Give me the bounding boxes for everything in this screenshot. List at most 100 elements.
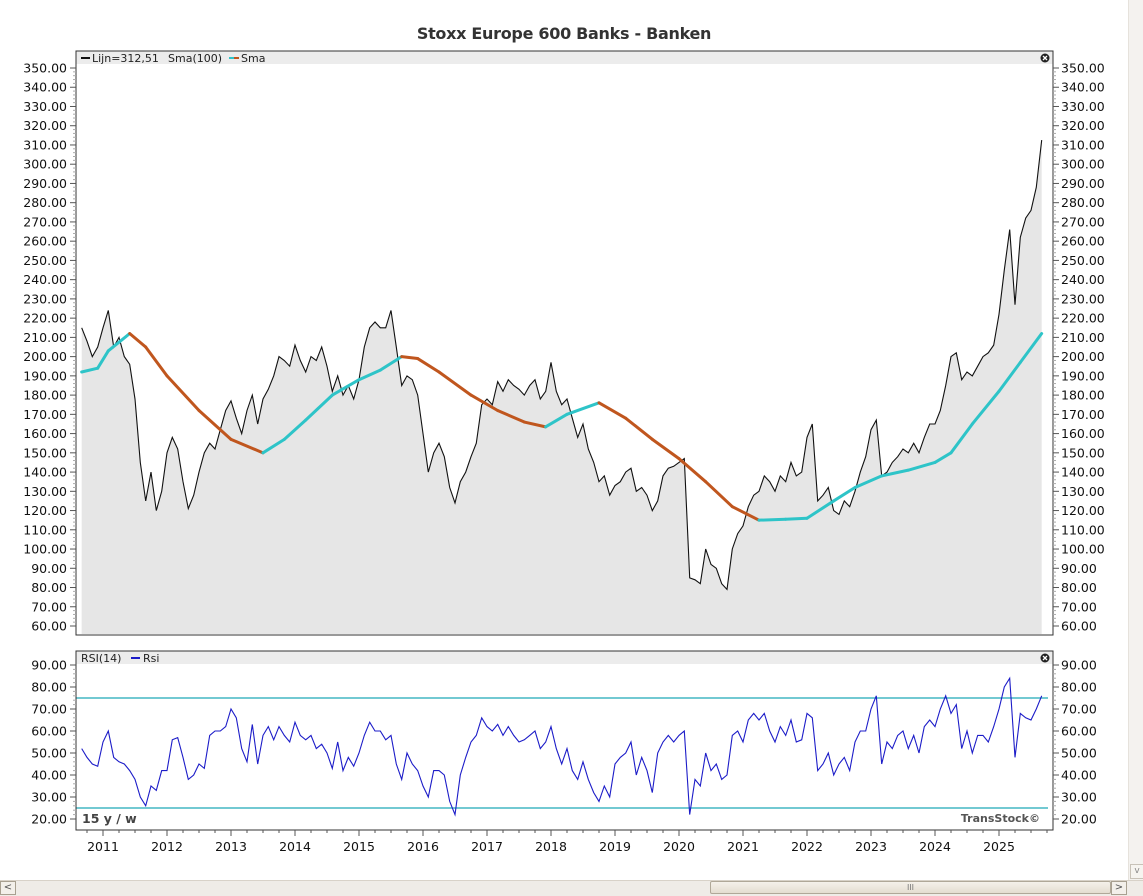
y-tick-label-left: 70.00	[31, 599, 67, 614]
rsi-plot-background	[76, 651, 1053, 830]
sma-segment	[522, 420, 548, 429]
y-tick-label-left: 220.00	[23, 311, 67, 326]
y-tick-label-right: 170.00	[1061, 407, 1105, 422]
sma-segment	[597, 401, 628, 420]
y-tick-label-left: 170.00	[23, 407, 67, 422]
sma-segment	[704, 480, 734, 509]
rsi-y-tick-label-right: 60.00	[1061, 724, 1097, 739]
legend-sma-label: Sma	[241, 52, 265, 65]
sma-segment	[650, 437, 681, 461]
x-tick-label: 2022	[791, 839, 823, 854]
x-tick-label: 2023	[855, 839, 887, 854]
y-tick-label-left: 110.00	[23, 522, 67, 537]
scroll-left-button[interactable]: <	[0, 881, 16, 895]
y-tick-label-left: 120.00	[23, 503, 67, 518]
sma-segment	[784, 516, 809, 521]
y-tick-label-right: 160.00	[1061, 426, 1105, 441]
y-tick-label-left: 320.00	[23, 118, 67, 133]
y-tick-label-left: 300.00	[23, 157, 67, 172]
close-panel-icon[interactable]	[1040, 53, 1050, 63]
y-tick-label-right: 150.00	[1061, 445, 1105, 460]
sma-segment	[730, 505, 761, 522]
sma-segment	[469, 393, 500, 412]
y-tick-label-right: 260.00	[1061, 234, 1105, 249]
y-tick-label-right: 310.00	[1061, 137, 1105, 152]
y-tick-label-left: 90.00	[31, 561, 67, 576]
y-tick-label-right: 280.00	[1061, 195, 1105, 210]
y-tick-label-right: 240.00	[1061, 272, 1105, 287]
x-tick-label: 2013	[215, 839, 247, 854]
scrollbar-thumb[interactable]: III	[710, 881, 1111, 894]
rsi-y-tick-label-left: 90.00	[31, 658, 67, 673]
y-tick-label-left: 80.00	[31, 580, 67, 595]
sma-segment	[970, 389, 1001, 426]
sma-segment	[229, 437, 265, 455]
y-tick-label-right: 60.00	[1061, 619, 1097, 634]
vertical-scrollbar[interactable]	[1128, 0, 1143, 880]
sma-segment	[197, 408, 233, 441]
y-tick-label-right: 190.00	[1061, 368, 1105, 383]
rsi-plot-frame	[75, 650, 1054, 831]
y-tick-label-right: 300.00	[1061, 157, 1105, 172]
x-tick-label: 2017	[471, 839, 503, 854]
sma-segment	[624, 416, 654, 441]
sma-segment	[949, 422, 974, 455]
y-tick-label-right: 270.00	[1061, 214, 1105, 229]
y-tick-label-left: 230.00	[23, 291, 67, 306]
y-tick-label-right: 140.00	[1061, 465, 1105, 480]
y-tick-label-left: 270.00	[23, 214, 67, 229]
y-tick-label-left: 250.00	[23, 253, 67, 268]
x-tick-label: 2012	[151, 839, 183, 854]
x-tick-label: 2025	[983, 839, 1015, 854]
y-tick-label-left: 280.00	[23, 195, 67, 210]
rsi-y-tick-label-right: 90.00	[1061, 658, 1097, 673]
scroll-right-button[interactable]: >	[1111, 881, 1127, 895]
sma-segment	[261, 437, 286, 455]
y-tick-label-left: 310.00	[23, 137, 67, 152]
y-tick-label-right: 220.00	[1061, 311, 1105, 326]
y-tick-label-right: 80.00	[1061, 580, 1097, 595]
rsi-y-tick-label-left: 30.00	[31, 790, 67, 805]
sma-segment	[906, 460, 937, 472]
y-tick-label-right: 110.00	[1061, 522, 1105, 537]
y-tick-label-left: 140.00	[23, 465, 67, 480]
close-rsi-panel-icon[interactable]	[1040, 653, 1050, 663]
sma-segment	[400, 355, 420, 361]
sma-segment	[880, 468, 910, 478]
rsi-line	[81, 676, 1043, 817]
y-tick-label-right: 290.00	[1061, 176, 1105, 191]
scroll-down-button[interactable]: v	[1130, 864, 1143, 879]
x-tick-label: 2024	[919, 839, 951, 854]
rsi-y-tick-label-right: 30.00	[1061, 790, 1097, 805]
sma-segment	[96, 349, 110, 370]
y-tick-label-left: 180.00	[23, 388, 67, 403]
y-tick-label-right: 90.00	[1061, 561, 1097, 576]
sma-segment	[496, 408, 526, 424]
y-tick-label-left: 150.00	[23, 445, 67, 460]
rsi-y-tick-label-right: 20.00	[1061, 812, 1097, 827]
x-tick-label: 2011	[87, 839, 119, 854]
x-tick-label: 2018	[535, 839, 567, 854]
y-tick-label-right: 230.00	[1061, 291, 1105, 306]
y-tick-label-left: 130.00	[23, 484, 67, 499]
sma-segment	[565, 401, 601, 416]
y-tick-label-right: 350.00	[1061, 61, 1105, 76]
sma-segment	[832, 485, 857, 503]
watermark-transstock: TransStock©	[961, 812, 1040, 825]
y-tick-label-left: 340.00	[23, 80, 67, 95]
y-tick-label-left: 290.00	[23, 176, 67, 191]
y-tick-label-right: 130.00	[1061, 484, 1105, 499]
y-tick-label-left: 200.00	[23, 349, 67, 364]
rsi-y-tick-label-left: 80.00	[31, 680, 67, 695]
rsi-y-tick-label-left: 50.00	[31, 746, 67, 761]
y-tick-label-right: 210.00	[1061, 330, 1105, 345]
sma-segment	[853, 474, 884, 489]
x-tick-label: 2015	[343, 839, 375, 854]
sma-segment	[357, 368, 382, 382]
y-tick-label-left: 210.00	[23, 330, 67, 345]
sma-segment	[437, 370, 473, 397]
y-tick-label-left: 330.00	[23, 99, 67, 114]
sma-segment	[330, 378, 361, 397]
y-tick-label-left: 60.00	[31, 619, 67, 634]
sma-segment	[144, 345, 169, 378]
